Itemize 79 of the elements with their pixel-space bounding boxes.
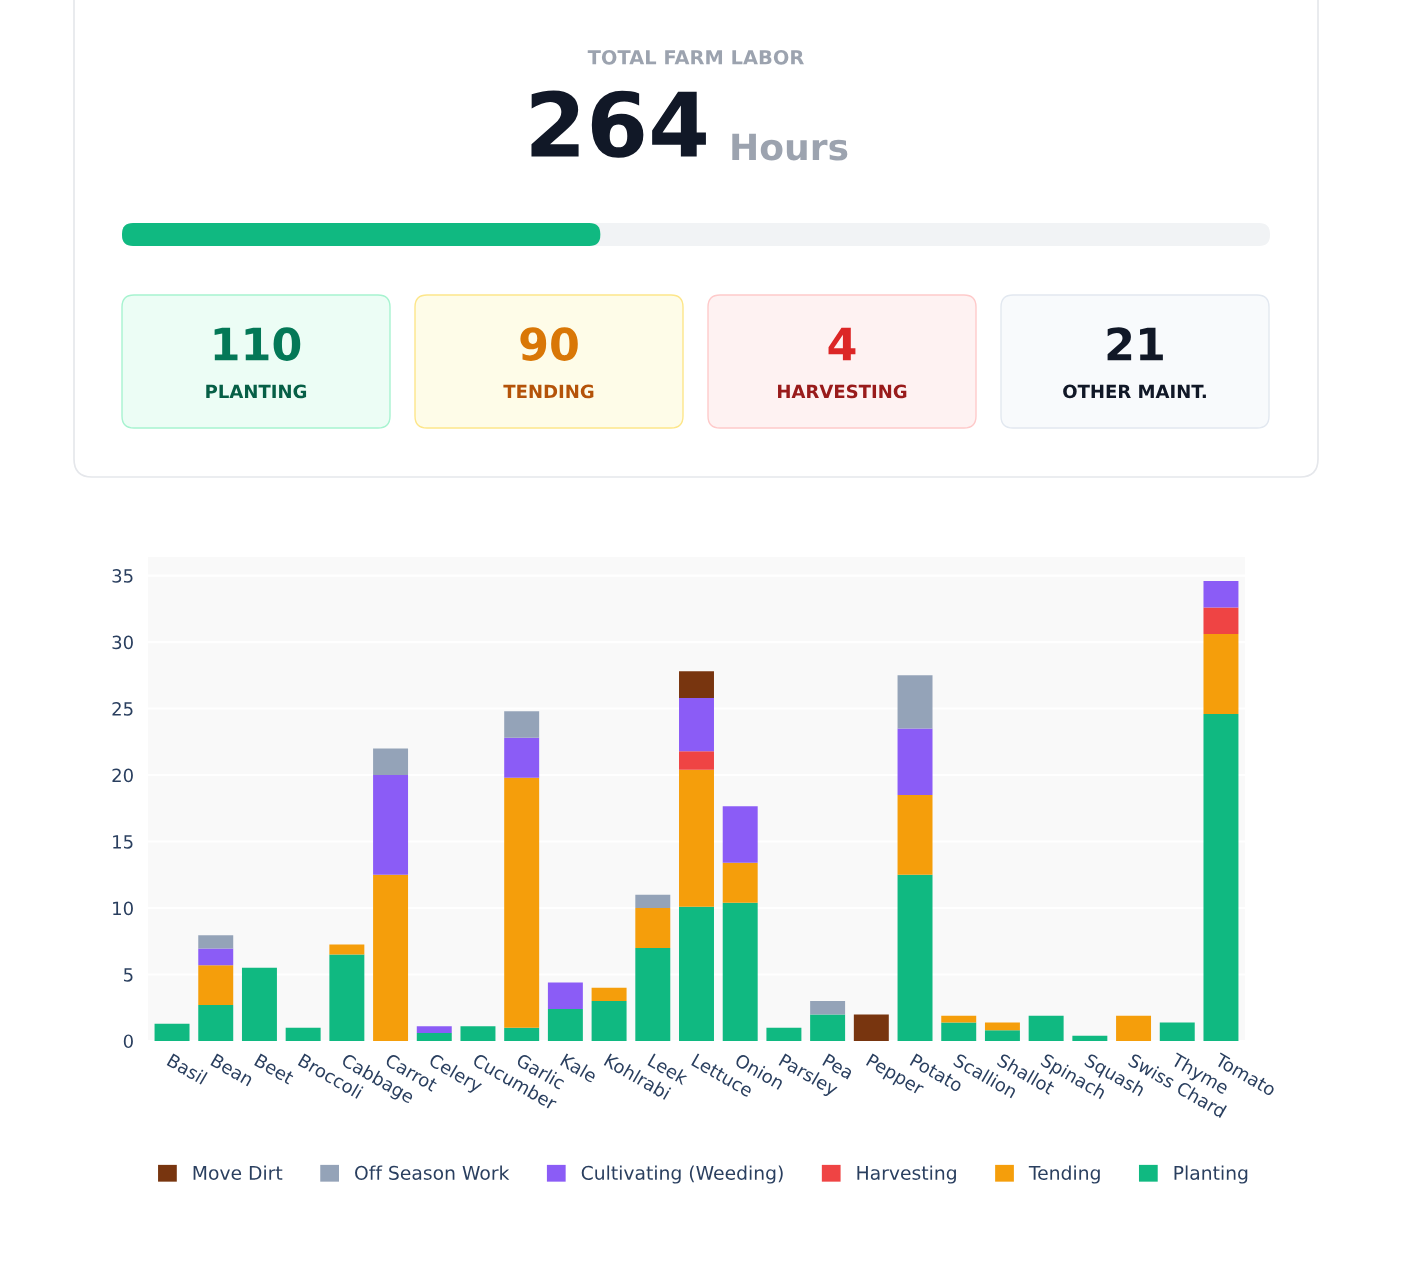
bar — [154, 1023, 190, 1041]
y-tick-label: 25 — [112, 702, 133, 716]
text: HARVESTING — [778, 384, 907, 399]
bar — [504, 711, 540, 738]
bar — [766, 1027, 802, 1041]
text: 264 — [531, 90, 706, 158]
bar — [679, 751, 714, 770]
bar — [591, 987, 627, 1002]
bar — [941, 1022, 977, 1041]
bar — [897, 874, 933, 1041]
bar — [679, 769, 714, 907]
legend-label: Move Dirt — [193, 1165, 283, 1180]
legend-label: Tending — [1028, 1165, 1100, 1184]
legend-label: Cultivating (Weeding) — [581, 1165, 783, 1184]
bar — [1072, 1035, 1108, 1041]
bar — [722, 862, 758, 903]
bar — [810, 1001, 846, 1015]
bar — [416, 1033, 452, 1041]
bar — [504, 737, 540, 778]
bar — [329, 954, 365, 1041]
bar — [853, 1014, 889, 1041]
bar — [635, 947, 671, 1041]
text: 90 — [520, 327, 578, 361]
bar — [416, 1026, 452, 1034]
y-tick-label: 15 — [113, 835, 133, 849]
y-tick-label: 5 — [124, 968, 133, 982]
bar — [1159, 1022, 1195, 1041]
legend-label: Off Season Work — [355, 1165, 510, 1180]
bar — [241, 967, 277, 1041]
bar — [373, 874, 409, 1041]
bar — [810, 1014, 846, 1041]
text: Hours — [732, 133, 848, 161]
text: 21 — [1107, 327, 1163, 361]
text: OTHER MAINT. — [1063, 384, 1206, 399]
bar — [285, 1027, 321, 1041]
bar — [547, 1009, 583, 1041]
text: TENDING — [503, 384, 594, 399]
bar — [373, 748, 409, 776]
bar — [679, 671, 714, 698]
bar — [198, 965, 234, 1006]
bar — [897, 795, 933, 875]
bar — [1203, 713, 1239, 1041]
bar — [198, 948, 234, 966]
bar — [547, 982, 583, 1010]
bar — [198, 935, 234, 949]
bar — [591, 1001, 627, 1041]
bar — [635, 894, 671, 909]
bar — [198, 1005, 234, 1041]
bar — [373, 775, 409, 875]
bar — [1203, 607, 1239, 635]
bar — [941, 1015, 977, 1023]
bar — [504, 777, 540, 1028]
text: 4 — [828, 327, 856, 361]
bar — [460, 1026, 496, 1041]
bar — [679, 906, 714, 1041]
bar — [1203, 580, 1239, 608]
bar — [1203, 634, 1239, 714]
y-tick-label: 30 — [112, 635, 133, 650]
bar — [679, 697, 714, 752]
bar — [504, 1027, 540, 1041]
text: 110 — [214, 327, 301, 361]
bar — [635, 908, 671, 948]
bar — [1116, 1015, 1152, 1041]
y-tick-label: 20 — [112, 768, 133, 783]
text: PLANTING — [206, 384, 307, 399]
bar — [984, 1022, 1020, 1031]
y-tick-label: 0 — [123, 1034, 133, 1049]
y-tick-label: 35 — [112, 569, 133, 583]
legend-label: Harvesting — [857, 1165, 956, 1184]
bar — [897, 675, 933, 729]
bar — [897, 728, 933, 796]
bar — [1028, 1015, 1064, 1041]
text: TOTAL FARM LABOR — [587, 49, 804, 65]
bar — [329, 944, 365, 955]
bar — [722, 902, 758, 1041]
bar — [722, 806, 758, 863]
bar — [984, 1030, 1020, 1041]
legend-label: Planting — [1174, 1165, 1248, 1184]
y-tick-label: 10 — [113, 901, 133, 916]
